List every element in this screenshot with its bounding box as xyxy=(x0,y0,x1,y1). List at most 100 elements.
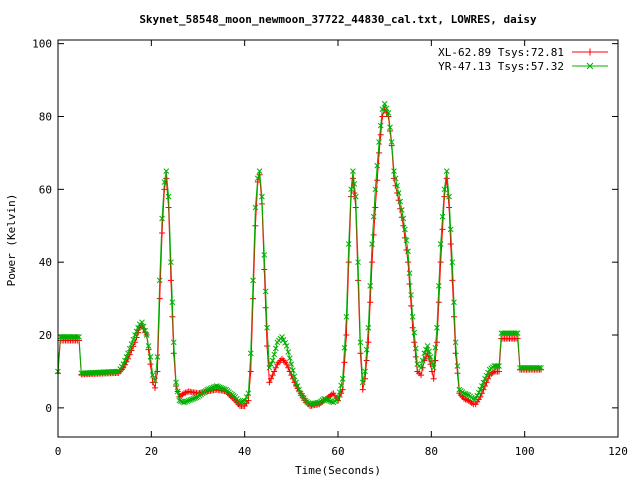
data-point xyxy=(367,282,374,289)
data-point xyxy=(266,379,273,386)
data-point xyxy=(165,193,172,200)
data-point xyxy=(355,259,361,266)
data-point xyxy=(452,339,459,346)
data-point xyxy=(135,324,141,331)
data-point xyxy=(123,354,130,360)
data-point xyxy=(218,384,225,391)
data-point xyxy=(395,190,402,196)
data-point xyxy=(464,391,470,398)
data-point xyxy=(167,277,174,284)
data-point xyxy=(182,398,189,405)
data-point xyxy=(400,215,407,222)
data-point xyxy=(363,357,370,364)
data-point xyxy=(350,168,356,174)
data-point xyxy=(418,372,425,379)
data-point xyxy=(207,385,214,392)
data-point xyxy=(357,339,364,346)
data-point xyxy=(408,292,414,298)
data-point xyxy=(139,319,145,326)
data-point xyxy=(452,350,459,357)
data-point xyxy=(243,394,250,400)
series-line xyxy=(57,107,541,407)
data-point xyxy=(446,193,452,200)
data-point xyxy=(215,383,222,390)
data-point xyxy=(142,327,148,334)
y-tick-label: 0 xyxy=(45,402,52,415)
data-point xyxy=(412,353,419,360)
data-point xyxy=(268,375,275,382)
data-point xyxy=(247,368,254,375)
data-point xyxy=(154,368,161,375)
data-point xyxy=(357,350,364,357)
y-tick-label: 40 xyxy=(39,256,52,269)
data-point xyxy=(264,324,270,331)
data-point xyxy=(381,100,388,107)
data-point xyxy=(348,186,354,193)
data-point xyxy=(462,391,469,397)
data-point xyxy=(271,351,278,358)
data-point xyxy=(450,313,457,320)
data-point xyxy=(261,252,268,258)
data-point xyxy=(147,361,154,368)
data-point xyxy=(125,350,131,357)
data-point xyxy=(76,333,82,340)
data-point xyxy=(345,259,352,266)
data-point xyxy=(250,295,257,302)
y-tick-label: 100 xyxy=(32,38,52,51)
data-point xyxy=(496,363,502,369)
data-point xyxy=(449,259,456,266)
data-point xyxy=(474,392,481,399)
data-point xyxy=(170,339,177,346)
data-point xyxy=(293,379,299,386)
data-point xyxy=(245,390,252,397)
data-point xyxy=(409,313,416,320)
data-point xyxy=(339,375,346,382)
data-point xyxy=(130,336,137,343)
data-point xyxy=(496,368,502,375)
data-point xyxy=(418,364,424,371)
data-point xyxy=(187,397,194,403)
data-point xyxy=(343,313,350,320)
data-point xyxy=(405,259,411,266)
data-point xyxy=(120,361,127,368)
data-point xyxy=(126,345,133,352)
data-point xyxy=(169,299,176,306)
data-point xyxy=(193,394,200,401)
x-tick-label: 40 xyxy=(238,445,251,458)
data-point xyxy=(405,248,411,255)
data-point xyxy=(325,397,332,404)
data-point xyxy=(314,399,321,406)
data-point xyxy=(411,329,418,336)
data-point xyxy=(178,398,184,405)
data-point xyxy=(296,386,302,393)
data-point xyxy=(345,241,352,247)
data-point xyxy=(379,106,386,113)
data-point xyxy=(188,396,195,403)
data-point xyxy=(441,186,448,193)
data-point xyxy=(369,241,375,247)
data-point xyxy=(485,369,491,376)
legend-marker xyxy=(586,62,594,70)
data-point xyxy=(279,333,285,340)
data-point xyxy=(152,384,159,391)
data-point xyxy=(412,345,419,352)
data-point xyxy=(321,395,327,402)
data-point xyxy=(268,361,274,368)
data-point xyxy=(372,186,379,193)
data-point xyxy=(173,379,179,386)
x-tick-label: 120 xyxy=(608,445,628,458)
data-point xyxy=(122,357,128,364)
axis-ticks: 0 20 40 60 80 100 120 0 20 40 60 80 100 xyxy=(32,38,628,458)
data-point xyxy=(192,395,198,402)
data-point xyxy=(247,350,254,357)
data-point xyxy=(374,162,381,169)
data-point xyxy=(477,386,484,393)
data-point xyxy=(437,259,444,266)
data-point xyxy=(241,397,248,404)
data-point xyxy=(447,226,454,233)
data-point xyxy=(370,231,377,238)
data-point xyxy=(176,397,183,404)
data-point xyxy=(362,368,368,375)
x-tick-label: 80 xyxy=(425,445,438,458)
data-point xyxy=(213,383,220,389)
